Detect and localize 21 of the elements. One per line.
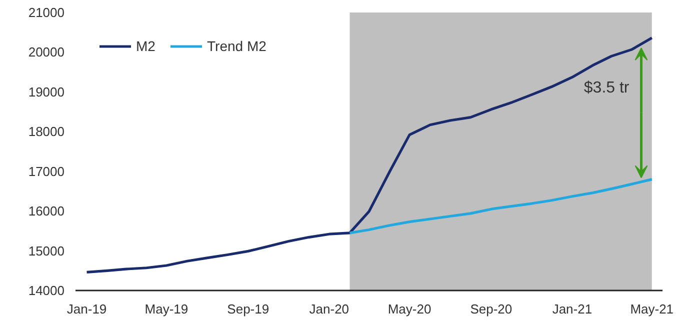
y-tick-label: 19000	[28, 84, 65, 100]
y-tick-label: 17000	[28, 164, 65, 179]
annotation: $3.5 tr	[584, 80, 630, 97]
y-tick-label: 21000	[28, 5, 65, 20]
y-tick-label: 20000	[28, 44, 65, 60]
y-tick-label: 14000	[28, 283, 65, 298]
line-series	[85, 36, 654, 274]
x-tick-label: Jan-19	[66, 302, 107, 316]
y-tick-label: 15000	[28, 243, 65, 258]
legend-label: Trend M2	[207, 38, 266, 54]
x-tick-label: Jan-21	[552, 302, 592, 316]
y-tick-label: 16000	[28, 204, 65, 219]
line-series	[348, 178, 654, 234]
y-tick-label: 18000	[28, 124, 65, 140]
x-tick-label: Sep-19	[227, 302, 270, 316]
legend-label: M2	[136, 38, 156, 54]
x-tick-label: Sep-20	[470, 302, 512, 316]
x-tick-label: Jan-20	[309, 302, 350, 316]
x-tick-label: May-20	[388, 302, 432, 316]
x-tick-label: May-19	[144, 302, 188, 316]
x-tick-label: May-21	[630, 302, 674, 316]
